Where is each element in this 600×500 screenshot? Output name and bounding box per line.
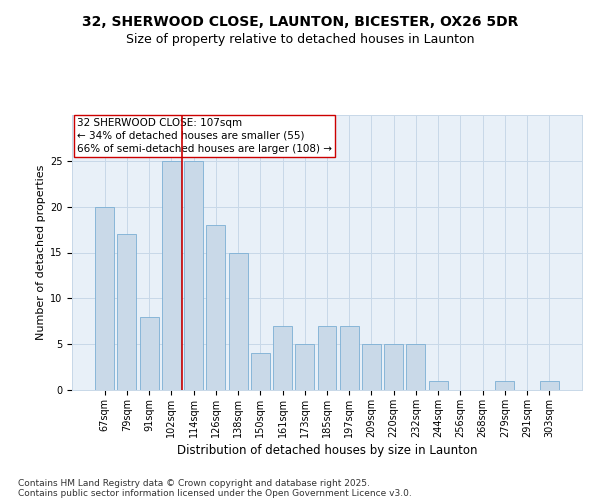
Bar [273,326,292,390]
Bar [295,344,314,390]
Bar [317,326,337,390]
Bar [340,326,359,390]
Bar [95,206,114,390]
Text: Size of property relative to detached houses in Launton: Size of property relative to detached ho… [126,32,474,46]
Text: 32, SHERWOOD CLOSE, LAUNTON, BICESTER, OX26 5DR: 32, SHERWOOD CLOSE, LAUNTON, BICESTER, O… [82,15,518,29]
Bar [118,234,136,390]
Bar [206,225,225,390]
Bar [162,161,181,390]
Bar [229,252,248,390]
Bar [251,354,270,390]
Bar [140,316,158,390]
Bar [496,381,514,390]
X-axis label: Distribution of detached houses by size in Launton: Distribution of detached houses by size … [177,444,477,457]
Text: Contains public sector information licensed under the Open Government Licence v3: Contains public sector information licen… [18,488,412,498]
Bar [384,344,403,390]
Bar [540,381,559,390]
Bar [406,344,425,390]
Text: Contains HM Land Registry data © Crown copyright and database right 2025.: Contains HM Land Registry data © Crown c… [18,478,370,488]
Bar [429,381,448,390]
Y-axis label: Number of detached properties: Number of detached properties [35,165,46,340]
Bar [362,344,381,390]
Bar [184,161,203,390]
Text: 32 SHERWOOD CLOSE: 107sqm
← 34% of detached houses are smaller (55)
66% of semi-: 32 SHERWOOD CLOSE: 107sqm ← 34% of detac… [77,118,332,154]
